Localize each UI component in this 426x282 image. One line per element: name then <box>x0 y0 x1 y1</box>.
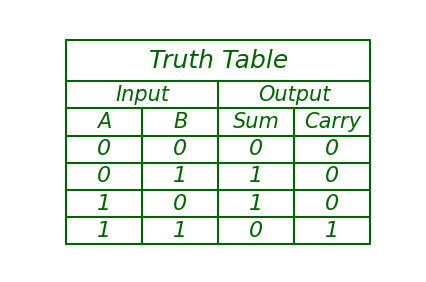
Text: Truth Table: Truth Table <box>149 49 288 73</box>
Text: A: A <box>97 112 112 132</box>
Text: 0: 0 <box>249 221 263 241</box>
Text: 1: 1 <box>325 221 339 241</box>
Text: Sum: Sum <box>233 112 280 132</box>
Text: 1: 1 <box>98 194 112 214</box>
Text: 0: 0 <box>325 139 339 159</box>
Text: Input: Input <box>115 85 170 105</box>
Text: 1: 1 <box>98 221 112 241</box>
Text: 1: 1 <box>173 221 187 241</box>
Text: 1: 1 <box>249 166 263 186</box>
Text: Carry: Carry <box>304 112 361 132</box>
Text: 0: 0 <box>325 166 339 186</box>
Text: 1: 1 <box>249 194 263 214</box>
Text: 0: 0 <box>98 139 112 159</box>
Text: 0: 0 <box>325 194 339 214</box>
Text: 0: 0 <box>98 166 112 186</box>
Text: Output: Output <box>258 85 331 105</box>
Text: 0: 0 <box>173 139 187 159</box>
Text: 0: 0 <box>173 194 187 214</box>
Text: B: B <box>173 112 187 132</box>
Text: 0: 0 <box>249 139 263 159</box>
Text: 1: 1 <box>173 166 187 186</box>
